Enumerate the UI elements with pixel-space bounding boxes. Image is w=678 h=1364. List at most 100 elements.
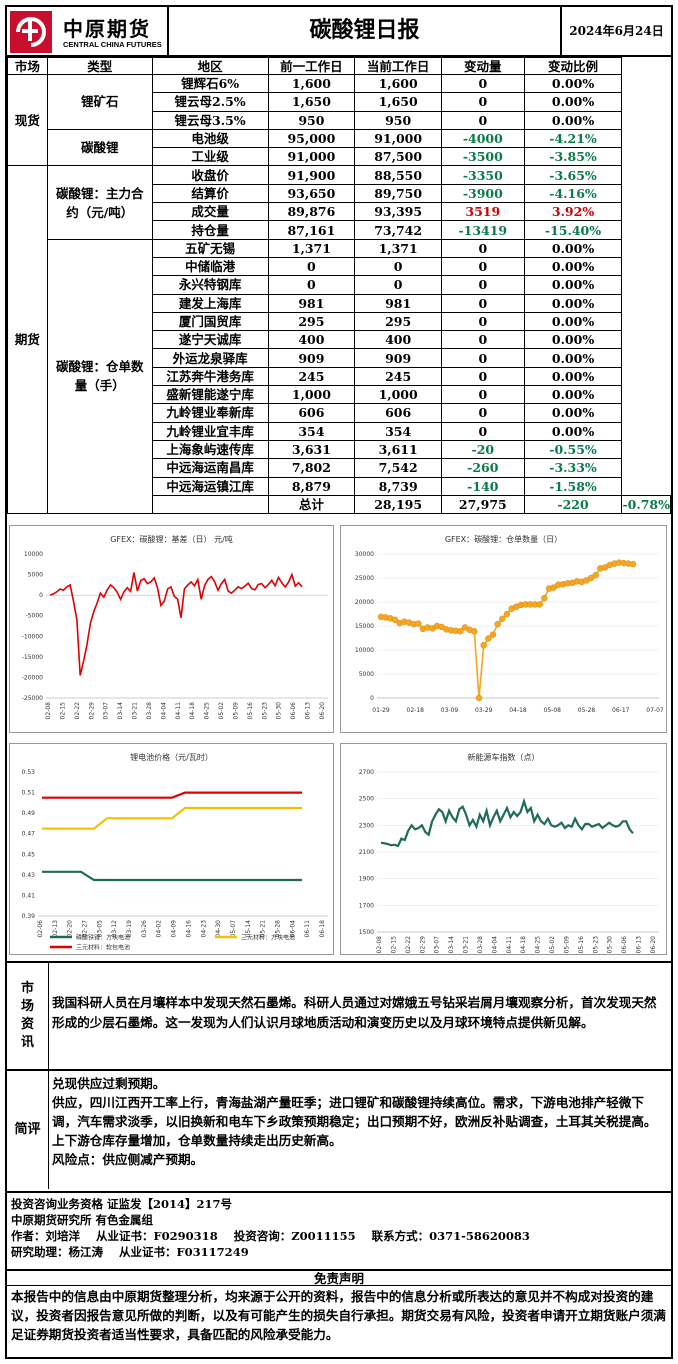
cell-pct: 0.00% (523, 330, 623, 350)
x-tick-label: 06-13 (636, 936, 643, 954)
cell-name: 锂云母2.5% (151, 92, 269, 112)
x-tick-label: 04-11 (175, 702, 182, 720)
x-tick-label: 04-16 (185, 920, 192, 938)
x-tick-label: 04-11 (506, 936, 513, 954)
x-tick-label: 06-17 (612, 707, 630, 714)
cell-pct: 0.00% (523, 238, 623, 258)
x-tick-label: 06-20 (319, 702, 326, 720)
y-tick-label: 25000 (355, 575, 374, 582)
x-tick-label: 03-28 (477, 936, 484, 954)
header-cell: 市场 (7, 57, 48, 75)
report-header: 中原期货 CENTRAL CHINA FUTURES 碳酸锂日报 2024年6月… (7, 7, 671, 57)
header-cell: 变动比例 (523, 57, 623, 75)
x-tick-label: 03-19 (126, 920, 133, 938)
y-tick-label: 5000 (28, 572, 43, 579)
x-tick-label: 06-18 (319, 920, 326, 938)
cell-cur: 245 (354, 366, 443, 387)
cell-pct: 0.00% (523, 275, 623, 295)
y-tick-label: 0.49 (22, 810, 36, 817)
cell-name: 持仓量 (151, 220, 269, 240)
data-point (471, 628, 478, 635)
cell-name: 江苏奔牛港务库 (151, 366, 269, 387)
header-cell: 类型 (46, 57, 153, 75)
x-tick-label: 04-02 (156, 920, 163, 938)
x-tick-label: 06-06 (621, 936, 628, 954)
type-cell: 锂矿石 (46, 74, 153, 130)
x-tick-label: 05-28 (274, 920, 281, 938)
cell-pct: -0.55% (523, 439, 623, 460)
cell-chg: -4000 (441, 128, 525, 149)
cell-pct: 0.00% (523, 348, 623, 368)
cell-cur: 88,550 (354, 165, 443, 185)
y-tick-label: 2100 (359, 849, 374, 856)
cell-pct: 0.00% (523, 110, 623, 130)
x-tick-label: 06-04 (289, 920, 296, 938)
table-row: 上海象屿速传库 3,631 3,611 -20 -0.55% (8, 439, 671, 460)
cell-chg: 0 (441, 403, 525, 423)
y-tick-label: 0.53 (22, 769, 36, 776)
price-table: 市场 类型 地区 前一工作日 当前工作日 变动量 变动比例 现货 锂矿石 锂辉石6% 1,600 1… (7, 57, 671, 515)
cell-pct: 0.00% (523, 311, 623, 332)
x-tick-label: 02-15 (59, 702, 66, 720)
x-tick-label: 04-18 (189, 702, 196, 720)
cell-cur: 950 (354, 110, 443, 130)
cell-chg: -3900 (441, 183, 525, 204)
x-tick-label: 06-13 (305, 702, 312, 720)
market-cell: 期货 (7, 165, 48, 515)
x-tick-label: 02-08 (45, 702, 52, 720)
cell-name: 结算价 (151, 183, 269, 204)
y-tick-label: -15000 (22, 654, 43, 661)
x-tick-label: 05-23 (592, 936, 599, 954)
cell-pct: 0.00% (523, 256, 623, 277)
chart-title: 新能源车指数（点） (467, 753, 540, 762)
disclaimer-text: 本报告中的信息由中原期货整理分析，均来源于公开的资料，报告中的信息分析或所表达的… (11, 1289, 666, 1342)
author-line: 作者：刘培洋 从业证书：F0290318 投资咨询：Z0011155 联系方式：… (11, 1229, 530, 1243)
cell-prev: 606 (267, 403, 356, 423)
series-line (380, 797, 634, 848)
x-tick-label: 04-09 (171, 920, 178, 938)
table-row: 锂云母2.5% 1,650 1,650 0 0.00% (8, 92, 671, 112)
y-tick-label: 0.41 (22, 892, 36, 899)
cell-cur: 1,600 (354, 73, 443, 94)
cell-cur: 295 (354, 311, 443, 332)
cell-name: 九岭锂业奉新库 (151, 403, 269, 423)
x-tick-label: 04-30 (215, 920, 222, 938)
cell-cur: 400 (354, 330, 443, 350)
cell-prev: 28,195 (354, 494, 443, 515)
cell-chg: 0 (441, 366, 525, 387)
cell-cur: 73,742 (354, 220, 443, 240)
cell-chg: 0 (441, 348, 525, 368)
data-point (457, 628, 464, 635)
x-tick-label: 02-27 (82, 920, 89, 938)
basis-chart: GFEX：碳酸锂：基差（日） 元/吨 10000 5000 0 -5000 -10000… (9, 525, 334, 733)
y-tick-label: 5000 (359, 671, 374, 678)
cell-prev: 3,631 (267, 439, 356, 460)
header-cell: 当前工作日 (354, 57, 443, 75)
x-tick-label: 04-04 (160, 702, 167, 720)
x-tick-label: 02-18 (407, 707, 425, 714)
cell-name: 收盘价 (151, 165, 269, 185)
cell-cur: 0 (354, 275, 443, 295)
table-row: 九岭锂业奉新库 606 606 0 0.00% (8, 403, 671, 423)
cell-pct: -3.33% (523, 458, 623, 478)
cell-chg: 0 (441, 385, 525, 405)
logo-name-en: CENTRAL CHINA FUTURES (63, 40, 162, 49)
warrant-chart: GFEX：碳酸锂：仓单数量（日） 30000 25000 20000 15000 100… (340, 525, 667, 733)
cell-prev: 909 (267, 348, 356, 368)
table-row: 成交量 89,876 93,395 3519 3.92% (8, 202, 671, 222)
cell-cur: 1,371 (354, 238, 443, 258)
chart-title: GFEX：碳酸锂：仓单数量（日） (444, 535, 563, 544)
x-tick-label: 04-23 (200, 920, 207, 938)
legend-label: 三元材料：软包电池 (76, 944, 130, 952)
cell-cur: 606 (354, 403, 443, 423)
cell-chg: 3519 (441, 202, 525, 222)
cell-prev: 950 (267, 110, 356, 130)
cell-pct: 0.00% (523, 385, 623, 405)
x-tick-label: 03-14 (117, 702, 124, 720)
chart-title: 锂电池价格（元/瓦时） (130, 753, 213, 762)
cell-chg: 0 (441, 110, 525, 130)
market-news-section: 市场资讯 我国科研人员在月壤样本中发现天然石墨烯。科研人员通过对嫦娥五号钻采岩屑… (7, 961, 671, 1069)
report-footer: 投资咨询业务资格 证监发【2014】217号 中原期货研究所 有色金属组 作者：… (7, 1191, 671, 1260)
y-tick-label: 0.43 (22, 872, 36, 879)
y-tick-label: 10000 (355, 647, 374, 654)
